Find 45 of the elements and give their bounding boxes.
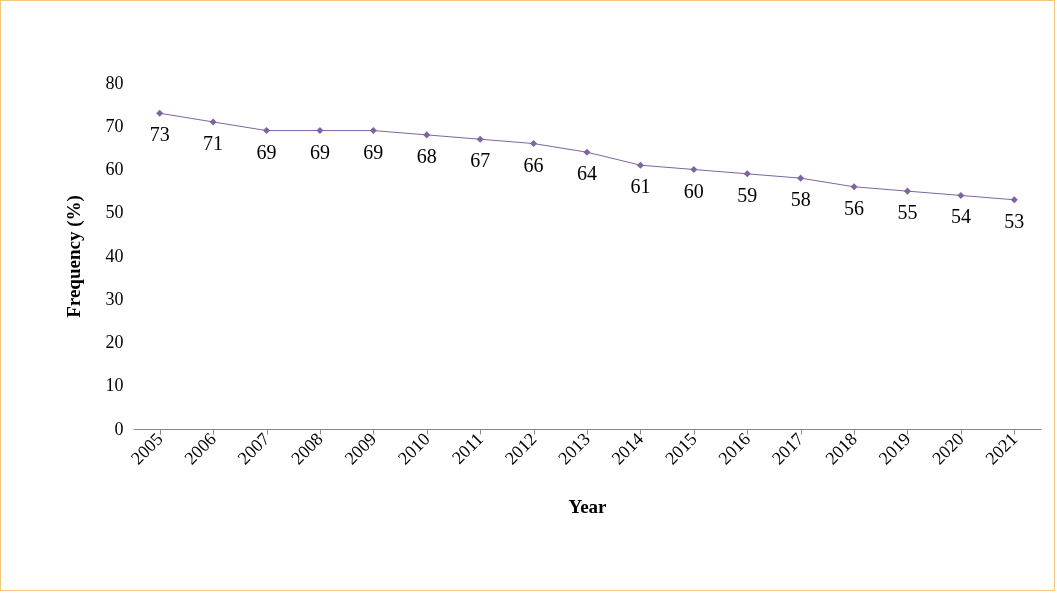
data-label: 55 xyxy=(897,201,918,224)
data-label: 56 xyxy=(844,196,865,219)
data-label: 64 xyxy=(577,162,597,185)
y-tick-label: 0 xyxy=(114,418,124,439)
y-tick-label: 10 xyxy=(105,375,124,396)
y-tick-label: 40 xyxy=(105,245,124,266)
data-label: 61 xyxy=(630,175,651,198)
y-tick-label: 30 xyxy=(105,288,124,309)
data-label: 73 xyxy=(149,123,170,146)
point xyxy=(636,161,644,169)
point xyxy=(797,174,805,182)
y-axis-title: Frequency (%) xyxy=(62,195,85,318)
y-tick-label: 80 xyxy=(105,72,124,93)
point xyxy=(209,118,217,126)
data-label: 69 xyxy=(363,140,384,163)
point xyxy=(583,148,591,156)
y-tick-label: 50 xyxy=(105,202,124,223)
data-label: 66 xyxy=(523,153,544,176)
data-label: 67 xyxy=(470,149,491,172)
point xyxy=(690,165,698,174)
data-label: 54 xyxy=(950,205,971,228)
y-tick-label: 20 xyxy=(105,332,124,352)
point xyxy=(903,187,912,195)
data-label: 58 xyxy=(790,188,811,211)
point xyxy=(316,127,324,135)
point xyxy=(156,109,164,117)
data-label: 68 xyxy=(416,144,437,167)
point xyxy=(743,170,751,178)
point xyxy=(262,127,271,135)
y-tick-label: 70 xyxy=(105,115,124,136)
point xyxy=(476,135,484,143)
data-label: 53 xyxy=(1004,209,1025,232)
point xyxy=(1010,196,1018,204)
point xyxy=(423,131,431,139)
data-label: 59 xyxy=(737,183,758,206)
point xyxy=(530,140,538,148)
point xyxy=(957,191,965,199)
data-label: 69 xyxy=(256,140,277,163)
data-label: 60 xyxy=(683,179,704,202)
data-label: 71 xyxy=(203,131,224,154)
x-axis-title: Year xyxy=(568,496,608,518)
point xyxy=(369,127,377,135)
point xyxy=(850,183,858,191)
y-tick-label: 60 xyxy=(105,159,124,179)
data-label: 69 xyxy=(309,140,330,163)
